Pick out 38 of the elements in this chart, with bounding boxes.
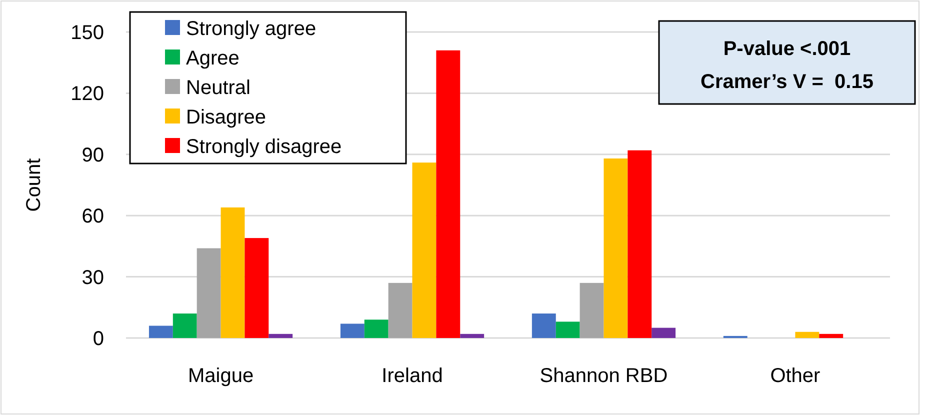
- bar: [148, 326, 173, 338]
- bar: [652, 328, 676, 338]
- bar: [172, 314, 197, 338]
- y-tick-label: 150: [70, 22, 104, 44]
- bar: [532, 314, 556, 338]
- legend-label: Agree: [186, 48, 240, 70]
- bar: [819, 334, 844, 338]
- bar: [364, 320, 388, 338]
- annotation: P-value <.001: [723, 38, 851, 60]
- bar: [460, 334, 484, 338]
- bar: [268, 334, 293, 338]
- legend-label: Neutral: [186, 77, 250, 99]
- y-tick-label: 0: [92, 328, 104, 350]
- bar: [580, 282, 604, 338]
- y-axis-title: Count: [23, 158, 45, 212]
- bar: [412, 162, 436, 338]
- legend-label: Disagree: [186, 106, 266, 128]
- legend-label: Strongly agree: [186, 18, 316, 40]
- x-tick-label: Shannon RBD: [540, 365, 668, 387]
- bar: [604, 158, 628, 338]
- y-tick-label: 120: [70, 83, 104, 106]
- bar: [795, 332, 820, 338]
- x-tick-label: Other: [770, 365, 821, 387]
- bar: [340, 324, 364, 338]
- legend-label: Strongly disagree: [186, 136, 342, 158]
- y-tick-label: 30: [82, 266, 104, 289]
- bar: [220, 207, 245, 338]
- bar: [628, 150, 652, 338]
- bar: [436, 50, 460, 338]
- x-tick-label: Ireland: [382, 365, 443, 387]
- x-tick-label: Maigue: [188, 365, 254, 387]
- annotation: Cramer’s V = 0.15: [700, 71, 874, 93]
- bar: [196, 248, 221, 338]
- y-tick-label: 60: [82, 206, 104, 228]
- bar: [388, 282, 412, 338]
- y-tick-label: 90: [82, 144, 104, 166]
- bar: [244, 238, 269, 338]
- bar: [556, 322, 580, 338]
